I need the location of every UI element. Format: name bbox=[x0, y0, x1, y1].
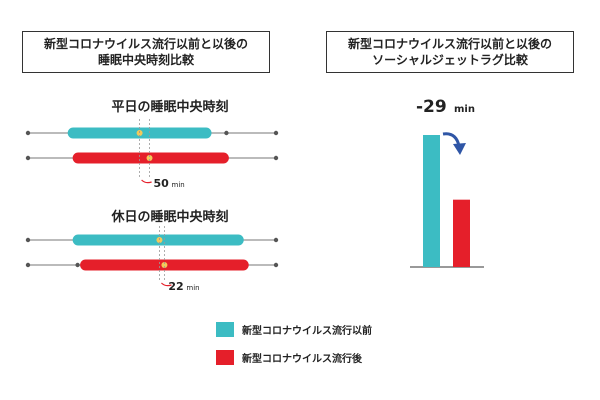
holiday-axis-tick bbox=[25, 237, 31, 243]
holiday-shift-unit: min bbox=[186, 284, 199, 292]
weekday-shift-arrow bbox=[141, 179, 152, 184]
weekday-shift-unit: min bbox=[172, 181, 185, 189]
holiday-shift-label: 22 bbox=[168, 280, 183, 293]
weekday-axis-tick bbox=[273, 130, 279, 136]
weekday-axis-tick bbox=[224, 130, 229, 136]
left-title-line1: 新型コロナウイルス流行以前と以後の bbox=[43, 37, 248, 51]
legend-item-after: 新型コロナウイルス流行後 bbox=[216, 350, 362, 365]
holiday-shift-arrow bbox=[161, 282, 172, 287]
weekday-axis-tick bbox=[273, 155, 279, 161]
weekday-axis-tick bbox=[25, 130, 31, 136]
jetlag-bar-after bbox=[453, 199, 470, 267]
legend-swatch-after bbox=[216, 350, 234, 365]
right-title-line2: ソーシャルジェットラグ比較 bbox=[372, 53, 528, 67]
jetlag-bar-before bbox=[423, 135, 440, 267]
legend-label-before: 新型コロナウイルス流行以前 bbox=[242, 326, 372, 337]
holiday-heading: 休日の睡眠中央時刻 bbox=[111, 210, 229, 225]
holiday-axis-tick bbox=[273, 237, 279, 243]
holiday-axis-tick bbox=[75, 262, 80, 268]
holiday-midpoint-after bbox=[161, 262, 168, 268]
jetlag-arrow-head bbox=[453, 143, 466, 155]
left-title-line2: 睡眠中央時刻比較 bbox=[97, 53, 194, 67]
legend-item-before: 新型コロナウイルス流行以前 bbox=[216, 322, 372, 337]
legend-label-after: 新型コロナウイルス流行後 bbox=[242, 354, 362, 365]
holiday-axis-tick bbox=[273, 262, 279, 268]
jetlag-difference-unit: min bbox=[454, 104, 475, 115]
weekday-heading: 平日の睡眠中央時刻 bbox=[111, 100, 229, 115]
weekday-shift-label: 50 bbox=[154, 177, 170, 190]
legend-swatch-before bbox=[216, 322, 234, 337]
right-title-line1: 新型コロナウイルス流行以前と以後の bbox=[347, 37, 552, 51]
jetlag-difference-label: -29 bbox=[416, 97, 447, 117]
right-chart-title: 新型コロナウイルス流行以前と以後の ソーシャルジェットラグ比較 bbox=[326, 31, 574, 73]
weekday-midpoint-after bbox=[146, 155, 153, 161]
left-chart-title: 新型コロナウイルス流行以前と以後の 睡眠中央時刻比較 bbox=[22, 31, 270, 73]
weekday-axis-tick bbox=[25, 155, 31, 161]
holiday-axis-tick bbox=[25, 262, 31, 268]
